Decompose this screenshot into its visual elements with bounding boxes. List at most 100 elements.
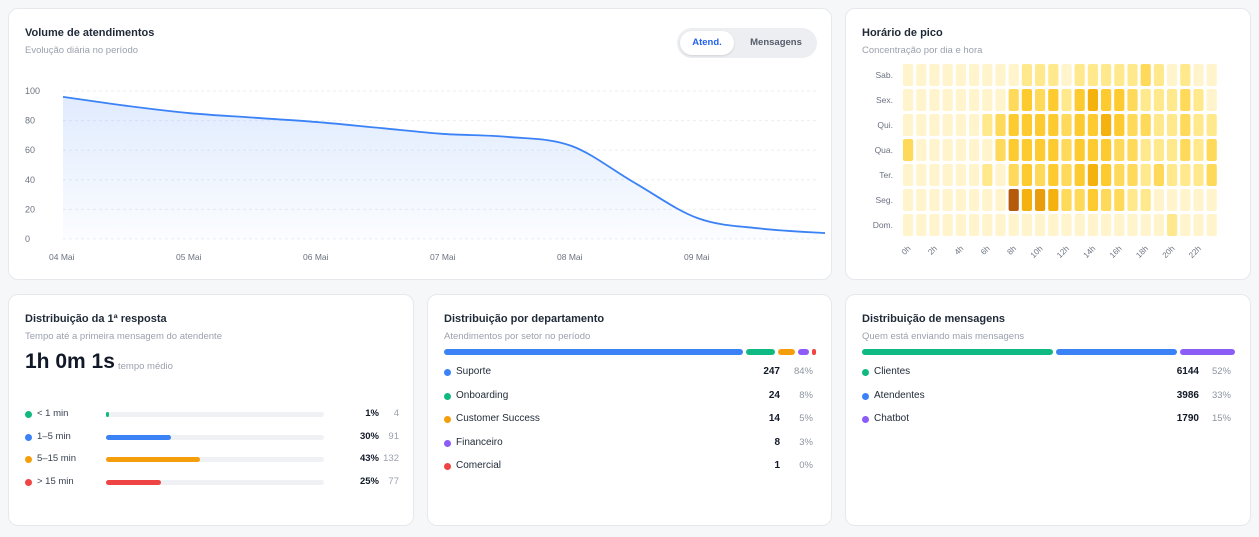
heatmap-cell	[1153, 214, 1164, 236]
heatmap-cell	[1193, 64, 1204, 86]
heatmap-cell	[955, 114, 966, 136]
toggle-atend-button[interactable]: Atend.	[680, 31, 734, 55]
heatmap-cell	[1048, 89, 1059, 111]
heatmap-cell	[1008, 139, 1019, 161]
department-card: Distribuição por departamento Atendiment…	[427, 294, 832, 526]
heatmap-day-label: Sex.	[876, 95, 893, 105]
heatmap-cell	[1021, 114, 1032, 136]
heatmap-cell	[1101, 164, 1112, 186]
heatmap-cell	[1021, 64, 1032, 86]
heatmap-cell	[916, 214, 927, 236]
legend-dot	[444, 416, 451, 423]
heatmap-cell	[982, 214, 993, 236]
heatmap-cell	[916, 114, 927, 136]
heatmap-cell	[969, 164, 980, 186]
heatmap-cell	[1061, 189, 1072, 211]
heatmap-cell	[1101, 214, 1112, 236]
response-row: < 1 min 1% 4	[25, 408, 399, 422]
heatmap-cell	[1127, 89, 1138, 111]
stacked-bar-segment	[746, 349, 775, 355]
heatmap-cell	[1114, 139, 1125, 161]
heatmap-cell	[1008, 164, 1019, 186]
heatmap-cell	[916, 64, 927, 86]
heatmap-hour-label: 14h	[1082, 244, 1098, 260]
response-row: 1–5 min 30% 91	[25, 431, 399, 445]
heatmap-cell	[1180, 164, 1191, 186]
legend-row: Customer Success 14 5%	[444, 413, 816, 427]
heatmap-cell	[982, 139, 993, 161]
heatmap-cell	[1193, 139, 1204, 161]
heatmap-cell	[1127, 214, 1138, 236]
heatmap-cell	[1008, 214, 1019, 236]
response-range-label: < 1 min	[37, 408, 69, 419]
heatmap-cell	[929, 164, 940, 186]
response-percent: 25%	[359, 476, 379, 487]
heatmap-cell	[1206, 214, 1217, 236]
first-response-subtitle: Tempo até a primeira mensagem do atenden…	[25, 331, 222, 342]
heatmap-cell	[929, 114, 940, 136]
heatmap-cell	[1140, 89, 1151, 111]
heatmap-cell	[1180, 114, 1191, 136]
heatmap-cell	[1153, 164, 1164, 186]
heatmap-cell	[1127, 64, 1138, 86]
heatmap-cell	[942, 164, 953, 186]
heatmap-cell	[955, 64, 966, 86]
response-count: 91	[388, 431, 399, 442]
toggle-mensagens-button[interactable]: Mensagens	[750, 37, 802, 48]
x-tick-label: 07 Mai	[430, 252, 456, 262]
heatmap-cell	[1153, 89, 1164, 111]
legend-dot	[444, 369, 451, 376]
heatmap-cell	[1061, 139, 1072, 161]
heatmap-cell	[1206, 114, 1217, 136]
heatmap-cell	[1021, 89, 1032, 111]
heatmap-cell	[1153, 139, 1164, 161]
heatmap-cell	[1074, 89, 1085, 111]
heatmap-cell	[1035, 89, 1046, 111]
legend-percent: 52%	[1211, 366, 1231, 377]
legend-percent: 8%	[799, 389, 813, 401]
heatmap-cell	[1087, 89, 1098, 111]
heatmap-cell	[995, 164, 1006, 186]
heatmap-cell	[1048, 214, 1059, 236]
heatmap-cell	[1087, 139, 1098, 161]
y-tick-label: 100	[25, 86, 40, 96]
heatmap-cell	[1206, 89, 1217, 111]
legend-percent: 0%	[799, 460, 813, 471]
heatmap-cell	[1074, 64, 1085, 86]
heatmap-cell	[1140, 139, 1151, 161]
heatmap-cell	[1167, 189, 1178, 211]
heatmap-cell	[982, 164, 993, 186]
heatmap-cell	[1153, 64, 1164, 86]
legend-dot	[25, 479, 32, 486]
heatmap-cell	[903, 139, 914, 161]
heatmap-cell	[1035, 139, 1046, 161]
response-progress-fill	[106, 412, 109, 417]
heatmap-hour-label: 6h	[979, 244, 992, 257]
heatmap-cell	[1035, 164, 1046, 186]
legend-label: Clientes	[874, 366, 911, 377]
heatmap-day-label: Seg.	[876, 195, 894, 205]
heatmap-cell	[1061, 64, 1072, 86]
heatmap-cell	[1180, 64, 1191, 86]
heatmap-cell	[903, 189, 914, 211]
heatmap-hour-label: 12h	[1055, 244, 1071, 260]
stacked-bar-segment	[798, 349, 809, 355]
heatmap-cell	[1087, 64, 1098, 86]
heatmap-cell	[942, 114, 953, 136]
heatmap-cell	[1008, 64, 1019, 86]
heatmap-cell	[1021, 139, 1032, 161]
legend-row: Suporte 247 84%	[444, 366, 816, 380]
heatmap-cell	[942, 139, 953, 161]
response-progress-track	[106, 480, 324, 485]
heatmap-cell	[1048, 114, 1059, 136]
first-response-card: Distribuição da 1ª resposta Tempo até a …	[8, 294, 414, 526]
response-range-label: 5–15 min	[37, 453, 77, 464]
legend-dot	[862, 369, 869, 376]
legend-dot	[862, 392, 869, 400]
heatmap-cell	[929, 189, 940, 211]
legend-dot	[862, 416, 869, 423]
heatmap-cell	[903, 164, 914, 186]
legend-dot	[444, 392, 451, 400]
heatmap-cell	[1167, 114, 1178, 136]
heatmap-cell	[995, 214, 1006, 236]
